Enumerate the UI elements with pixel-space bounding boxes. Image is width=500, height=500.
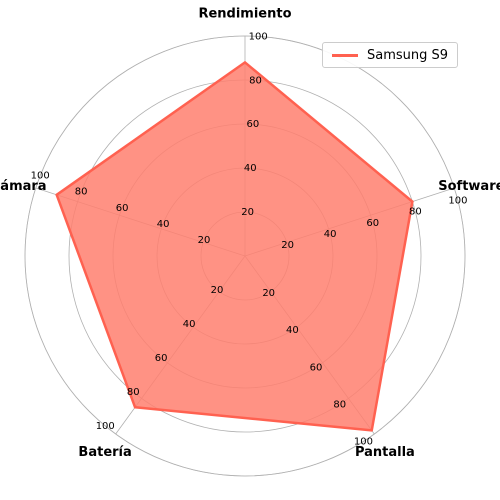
radar-tick-label: 40: [157, 219, 170, 230]
radar-data-point-3: [133, 406, 137, 409]
radar-tick-label: 20: [281, 240, 294, 251]
radar-data-point-1: [411, 200, 414, 203]
legend: Samsung S9: [322, 42, 458, 68]
radar-tick-label: 100: [448, 196, 467, 207]
radar-tick-label: 40: [183, 319, 196, 330]
radar-tick-label: 80: [75, 187, 88, 198]
radar-data-point-0: [243, 61, 247, 64]
radar-axis-label-1: Software: [438, 179, 500, 194]
radar-tick-label: 100: [249, 31, 268, 42]
radar-tick-label: 100: [96, 421, 115, 432]
radar-data-point-2: [370, 429, 373, 432]
radar-tick-label: 60: [155, 353, 168, 364]
radar-data-point-4: [55, 193, 58, 197]
radar-tick-label: 60: [116, 203, 129, 214]
radar-tick-label: 20: [241, 207, 254, 218]
radar-axis-label-2: Pantalla: [355, 445, 415, 460]
radar-tick-label: 20: [198, 235, 211, 246]
radar-tick-label: 80: [127, 387, 140, 398]
legend-swatch-samsung-s9: [332, 53, 358, 57]
radar-axis-label-3: Batería: [78, 445, 131, 460]
legend-label-samsung-s9: Samsung S9: [367, 47, 449, 63]
radar-series-line-0: [55, 61, 414, 432]
radar-tick-label: 40: [286, 325, 299, 336]
radar-tick-label: 40: [324, 229, 337, 240]
radar-tick-label: 80: [333, 399, 346, 410]
radar-axis-label-4: Cámara: [0, 179, 47, 194]
radar-tick-label: 20: [211, 285, 224, 296]
radar-tick-label: 80: [409, 207, 422, 218]
radar-tick-label: 40: [244, 163, 257, 174]
radar-tick-label: 100: [354, 436, 373, 447]
radar-tick-label: 100: [31, 171, 50, 182]
radar-tick-label: 60: [366, 218, 379, 229]
radar-tick-label: 60: [310, 362, 323, 373]
radar-tick-label: 60: [247, 119, 260, 130]
radar-axis-label-0: Rendimiento: [198, 7, 291, 22]
radar-tick-label: 80: [249, 75, 262, 86]
radar-series-area-0: [56, 62, 413, 431]
radar-tick-label: 20: [262, 288, 275, 299]
